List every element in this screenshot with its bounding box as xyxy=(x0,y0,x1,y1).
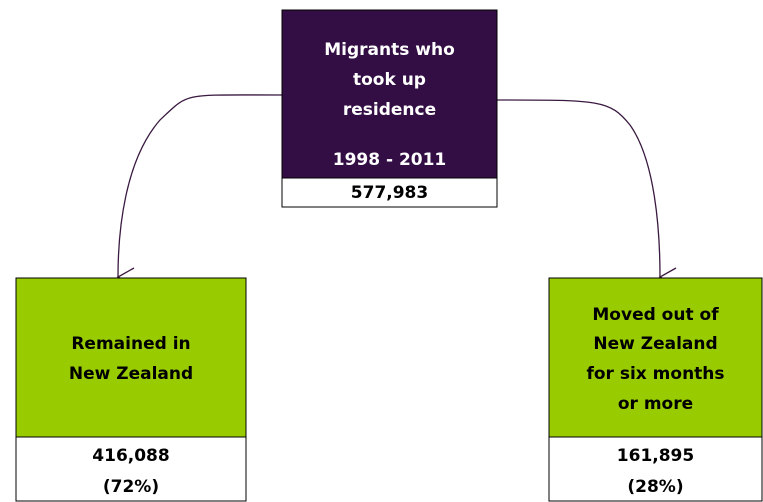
node-percent: (72%) xyxy=(103,477,159,497)
node-label: took up xyxy=(353,70,426,90)
node-value: 416,088 xyxy=(92,446,169,466)
node-label: New Zealand xyxy=(69,364,193,384)
node-label: New Zealand xyxy=(593,334,717,354)
node-value: 577,983 xyxy=(351,183,428,203)
value-box xyxy=(281,177,498,208)
node-label: or more xyxy=(618,394,693,414)
node-label: Moved out of xyxy=(592,305,719,325)
node-box xyxy=(15,277,247,438)
node-label: Migrants who xyxy=(324,40,455,60)
node-label: residence xyxy=(343,100,436,120)
connector xyxy=(116,94,283,287)
node-label: Remained in xyxy=(71,334,190,354)
node-box xyxy=(548,277,763,438)
node-box xyxy=(281,9,498,179)
node-right: Moved out of New Zealand for six months … xyxy=(548,277,763,502)
node-value: 161,895 xyxy=(617,446,694,466)
node-percent: (28%) xyxy=(627,477,683,497)
node-top: Migrants who took up residence 1998 - 20… xyxy=(281,9,498,208)
node-left: Remained in New Zealand 416,088 (72%) xyxy=(15,277,247,502)
value-box xyxy=(548,436,763,502)
node-period: 1998 - 2011 xyxy=(333,150,447,170)
node-label: for six months xyxy=(586,364,724,384)
connector xyxy=(496,99,677,287)
value-box xyxy=(15,436,247,502)
